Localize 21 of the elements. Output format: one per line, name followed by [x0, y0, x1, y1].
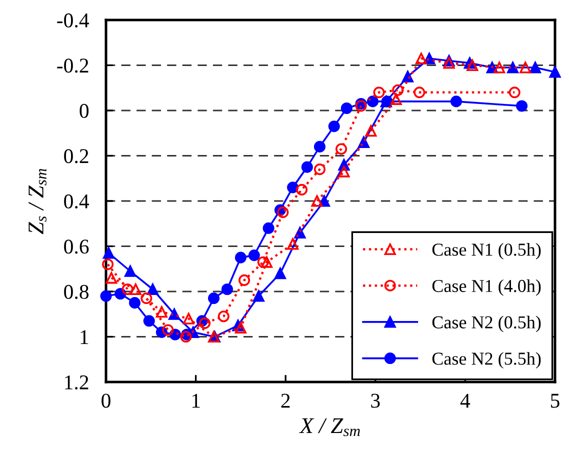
y-axis-title: Z$_{s}$ / Z$_{sm}$	[28, 168, 46, 234]
y-tick-label: 0.8	[64, 284, 89, 300]
y-tick-label: 1.2	[65, 375, 88, 390]
x-tick-label: 0	[102, 394, 110, 408]
legend-label: Case N1 (0.5h)	[432, 243, 541, 260]
y-tick-label: 0.4	[64, 194, 90, 209]
legend-label: Case N2 (5.5h)	[432, 352, 541, 368]
y-tick-label: 0.6	[64, 240, 89, 254]
y-tick-label: -0.4	[57, 13, 90, 28]
legend-label: Case N1 (4.0h)	[432, 279, 541, 296]
y-tick-label: 0.2	[64, 149, 88, 164]
x-tick-label: 3	[371, 394, 380, 408]
legend-label: Case N2 (0.5h)	[432, 316, 541, 332]
y-tick-label: -0.2	[57, 58, 88, 73]
x-tick-label: 5	[551, 394, 560, 408]
x-tick-label: 4	[460, 394, 470, 408]
x-axis-title: X / Z$_{sm}$	[299, 418, 360, 436]
y-tick-label: 1	[80, 330, 88, 344]
x-tick-label: 1	[192, 394, 200, 408]
y-tick-label: 0	[80, 104, 89, 118]
x-tick-label: 2	[281, 394, 290, 408]
